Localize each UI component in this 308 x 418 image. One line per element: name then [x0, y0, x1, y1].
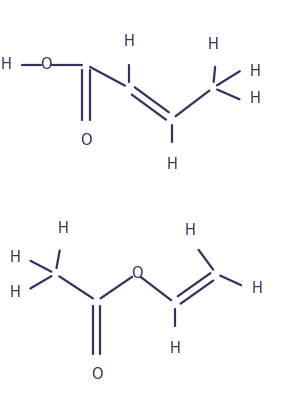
Text: H: H [250, 91, 261, 106]
Text: O: O [91, 367, 103, 382]
Text: H: H [185, 223, 196, 238]
Text: H: H [9, 250, 20, 265]
Text: O: O [80, 133, 92, 148]
Text: H: H [208, 37, 219, 52]
Text: H: H [58, 221, 68, 236]
Text: O: O [40, 57, 52, 72]
Text: H: H [166, 157, 177, 172]
Text: H: H [169, 341, 180, 356]
Text: H: H [251, 281, 262, 296]
Text: H: H [9, 285, 20, 300]
Text: H: H [250, 64, 261, 79]
Text: H: H [1, 57, 12, 72]
Text: O: O [131, 266, 142, 281]
Text: H: H [124, 34, 134, 49]
